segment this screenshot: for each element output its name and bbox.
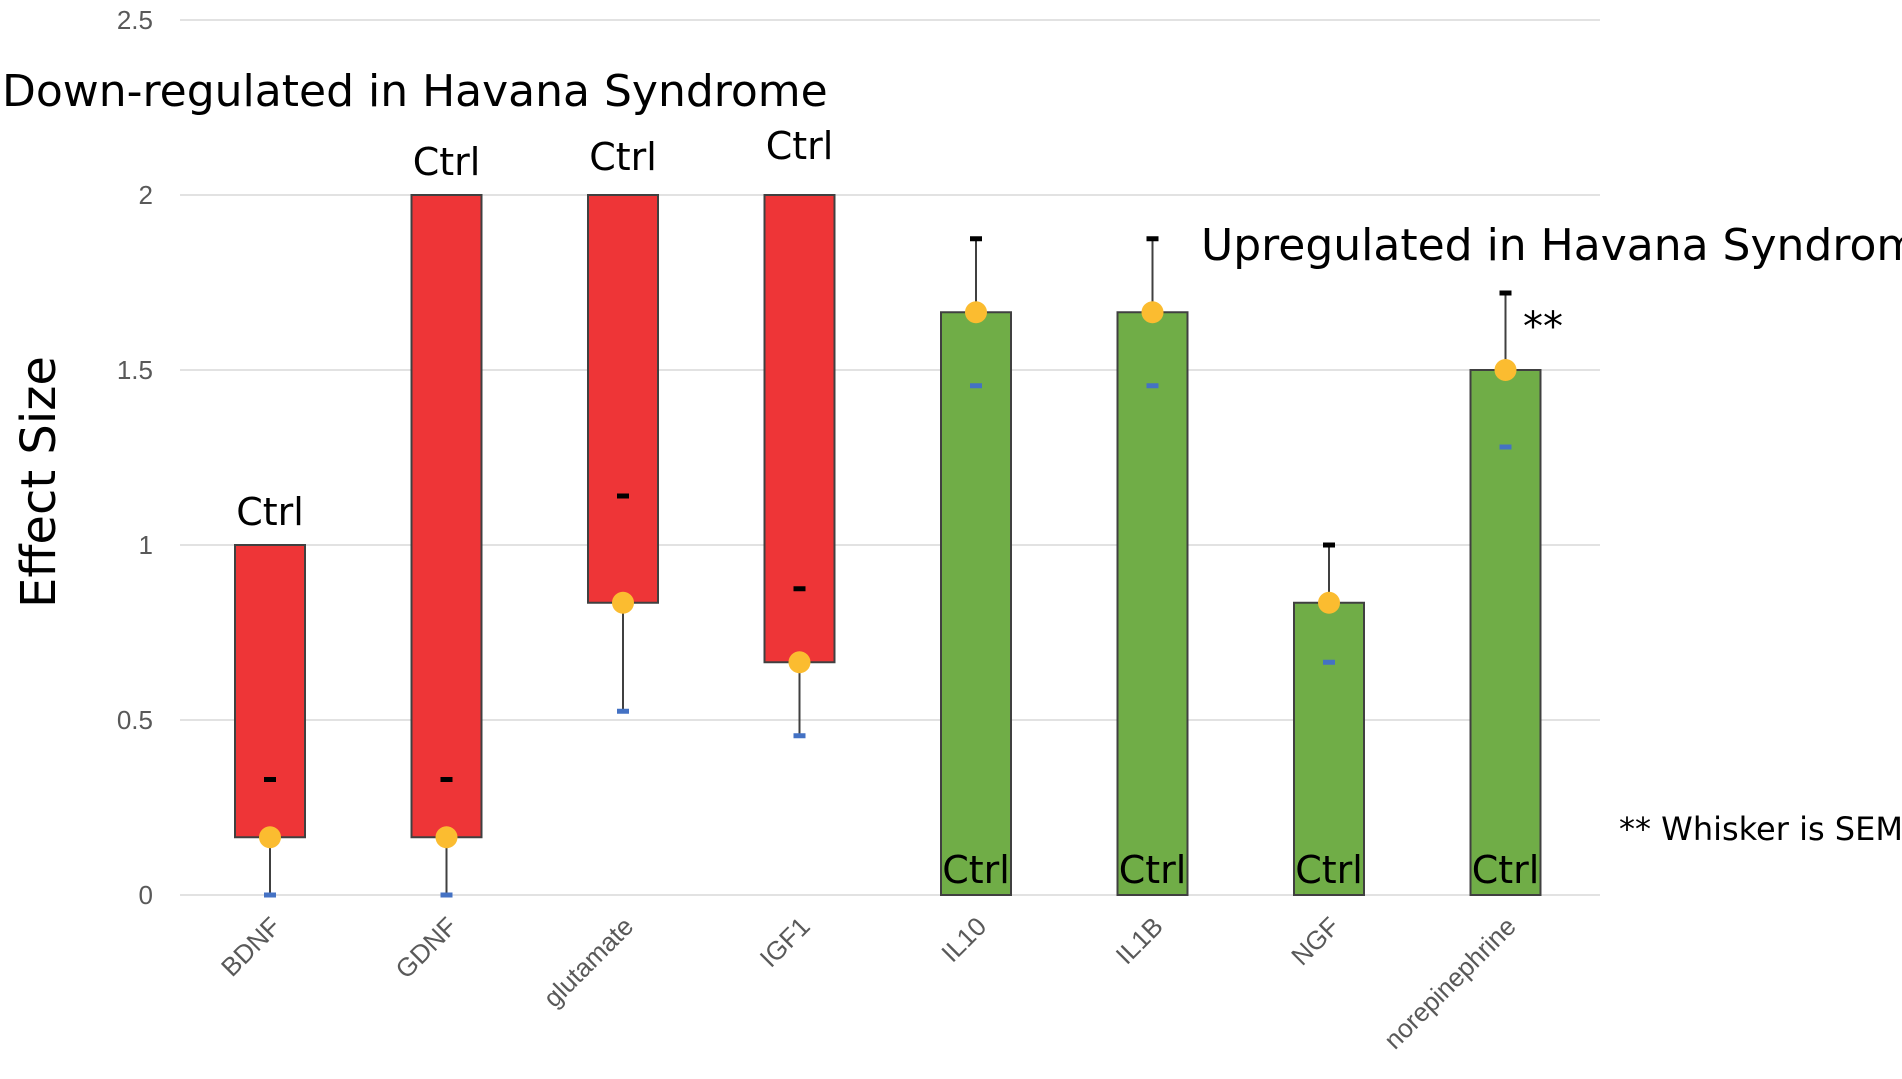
whisker-cap <box>970 236 982 242</box>
mean-marker <box>435 826 458 849</box>
mean-marker <box>1494 359 1517 381</box>
whisker-cap <box>793 733 806 739</box>
whisker-cap <box>1323 542 1335 548</box>
category-label: BDNF <box>215 911 286 982</box>
mean-marker <box>965 301 987 324</box>
category-label: IL1B <box>1110 911 1169 970</box>
category-label: NGF <box>1285 911 1345 971</box>
whisker-cap <box>1499 290 1512 296</box>
y-tick-label: 2 <box>139 180 153 210</box>
mean-marker <box>788 651 811 674</box>
ctrl-label: Ctrl <box>1119 848 1187 892</box>
category-label: glutamate <box>537 911 639 1013</box>
category-label: norepinephrine <box>1378 911 1522 1055</box>
median-marker <box>1499 444 1512 450</box>
bars: Ctrl Ctrl Ctrl Ctrl Ctrl Ctrl Ctrl Ctrl <box>234 124 1542 898</box>
median-marker <box>793 586 806 592</box>
y-tick-label: 1.5 <box>117 355 153 385</box>
y-tick-label: 0.5 <box>117 705 153 735</box>
ctrl-label: Ctrl <box>589 135 657 179</box>
whisker-cap <box>264 892 276 898</box>
bar <box>763 194 836 664</box>
y-axis-ticks: 0 0.5 1 1.5 2 2.5 <box>117 5 153 910</box>
y-tick-label: 1 <box>139 530 153 560</box>
x-axis-labels: BDNF GDNF glutamate IGF1 IL10 IL1B NGF norepine… <box>215 911 1522 1055</box>
mean-marker <box>259 826 281 849</box>
bar <box>587 194 659 604</box>
whisker-cap <box>440 892 453 898</box>
mean-marker <box>1318 591 1340 614</box>
category-label: IL10 <box>935 911 992 968</box>
whisker-footnote: ** Whisker is SEM <box>1619 810 1902 848</box>
median-marker <box>440 777 453 782</box>
ctrl-label: Ctrl <box>1295 848 1363 892</box>
median-marker <box>1146 383 1159 389</box>
median-marker <box>264 777 276 782</box>
y-tick-label: 2.5 <box>117 5 153 35</box>
ctrl-label: Ctrl <box>942 848 1010 892</box>
y-axis-label: Effect Size <box>11 356 67 608</box>
y-tick-label: 0 <box>139 880 153 910</box>
median-marker <box>617 493 629 499</box>
gridlines <box>180 19 1600 896</box>
down-regulated-annotation: Down-regulated in Havana Syndrome <box>2 66 828 117</box>
ctrl-label: Ctrl <box>1472 848 1540 892</box>
bar <box>1116 311 1189 896</box>
whisker-cap <box>617 708 629 714</box>
bar <box>1293 601 1365 896</box>
ctrl-label: Ctrl <box>413 140 481 184</box>
median-marker <box>1323 659 1335 665</box>
sem-stars-annotation: ** <box>1523 304 1563 350</box>
category-label: IGF1 <box>754 911 816 973</box>
ctrl-label: Ctrl <box>766 124 834 168</box>
mean-marker <box>1141 301 1164 324</box>
up-regulated-annotation: Upregulated in Havana Syndrome <box>1201 220 1902 271</box>
bar <box>410 194 483 839</box>
ctrl-label: Ctrl <box>236 490 304 534</box>
bar <box>234 544 306 839</box>
bar <box>1469 369 1542 896</box>
category-label: GDNF <box>389 911 462 984</box>
whisker-cap <box>1146 236 1159 242</box>
mean-marker <box>612 591 634 614</box>
bar <box>940 311 1012 896</box>
median-marker <box>970 383 982 389</box>
